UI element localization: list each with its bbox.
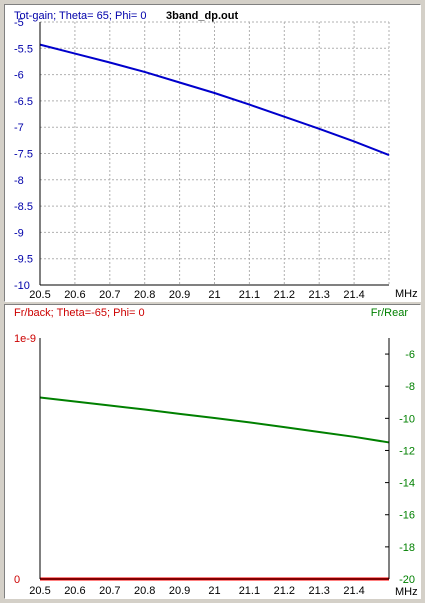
frontback-chart-y-tick: 1e-9	[14, 333, 36, 345]
gain-chart-y-tick: -8	[14, 175, 24, 187]
frontback-chart-x-tick: 20.7	[99, 585, 120, 597]
gain-chart-x-tick: 20.5	[29, 289, 50, 301]
gain-chart-ylabel: Tot-gain; Theta= 65; Phi= 0	[14, 10, 147, 22]
gain-chart-y-tick: -9	[14, 227, 24, 239]
gain-chart-ticks: 20.5 20.6 20.7 20.8 20.9 21 21.1 21.2 21.3 21.4 -5…	[14, 17, 365, 301]
gain-chart-xlabel: MHz	[395, 288, 418, 300]
gain-chart-grid	[40, 21, 390, 285]
frontback-chart-ylabel: Fr/back; Theta=-65; Phi= 0	[14, 307, 145, 319]
frontback-chart-y2-tick: -14	[399, 478, 415, 490]
gain-chart-x-tick: 21.3	[308, 289, 329, 301]
frontback-chart-x-tick: 20.8	[134, 585, 155, 597]
gain-chart-y-tick: -6.5	[14, 96, 33, 108]
gain-chart-y-tick: -9.5	[14, 254, 33, 266]
frontback-chart-y2-tick: -16	[399, 510, 415, 522]
gain-series-line	[39, 43, 390, 157]
gain-chart-y-tick: -7.5	[14, 149, 33, 161]
gain-chart-x-tick: 20.9	[169, 289, 190, 301]
gain-chart-y-tick: -6	[14, 70, 24, 82]
gain-chart-y-tick: -10	[14, 280, 30, 292]
frontback-chart-ticks: 20.5 20.6 20.7 20.8 20.9 21 21.1 21.2 21.3 21.4 1e…	[14, 333, 415, 597]
gain-chart-series	[39, 43, 390, 157]
gain-chart-x-tick: 21.1	[239, 289, 260, 301]
frontback-chart-x-tick: 20.9	[169, 585, 190, 597]
frontback-chart-panel: Fr/back; Theta=-65; Phi= 0 Fr/Rear 20.5 2…	[4, 304, 421, 599]
gain-chart-x-tick: 21.2	[274, 289, 295, 301]
frontback-chart: Fr/back; Theta=-65; Phi= 0 Fr/Rear 20.5 2…	[14, 307, 418, 598]
frontback-chart-series	[39, 396, 390, 581]
frontback-chart-y2label: Fr/Rear	[371, 307, 409, 319]
frontback-chart-x-tick: 21.2	[274, 585, 295, 597]
gain-chart: Tot-gain; Theta= 65; Phi= 0 3band_dp.out…	[14, 10, 418, 301]
gain-chart-y-tick: -7	[14, 122, 24, 134]
frontback-chart-x-tick: 21.3	[308, 585, 329, 597]
gain-chart-y-tick: -5	[14, 17, 24, 29]
frontrear-series-line	[39, 396, 390, 444]
frontback-chart-x-tick: 20.5	[29, 585, 50, 597]
frontback-chart-y2-tick: -10	[399, 413, 415, 425]
gain-chart-x-tick: 20.6	[64, 289, 85, 301]
frontback-chart-y2-tick: -12	[399, 445, 415, 457]
frontback-chart-y2-tick: -8	[405, 381, 415, 393]
frontback-chart-x-tick: 21.1	[239, 585, 260, 597]
frontback-chart-xlabel: MHz	[395, 586, 418, 598]
gain-chart-title: 3band_dp.out	[166, 10, 238, 22]
gain-chart-x-tick: 20.7	[99, 289, 120, 301]
frontback-chart-y-tick: 0	[14, 574, 20, 586]
gain-chart-x-tick: 20.8	[134, 289, 155, 301]
frontback-chart-x-tick: 21	[208, 585, 220, 597]
gain-chart-y-tick: -5.5	[14, 43, 33, 55]
frontback-chart-x-tick: 20.6	[64, 585, 85, 597]
gain-chart-x-tick: 21.4	[343, 289, 364, 301]
frontback-chart-y2-tick: -18	[399, 542, 415, 554]
gain-chart-y-tick: -8.5	[14, 201, 33, 213]
frontback-chart-x-tick: 21.4	[343, 585, 364, 597]
gain-chart-x-tick: 21	[208, 289, 220, 301]
frontback-chart-y2-tick: -20	[399, 574, 415, 586]
frontback-chart-y2-tick: -6	[405, 349, 415, 361]
gain-chart-panel: Tot-gain; Theta= 65; Phi= 0 3band_dp.out…	[4, 4, 421, 302]
